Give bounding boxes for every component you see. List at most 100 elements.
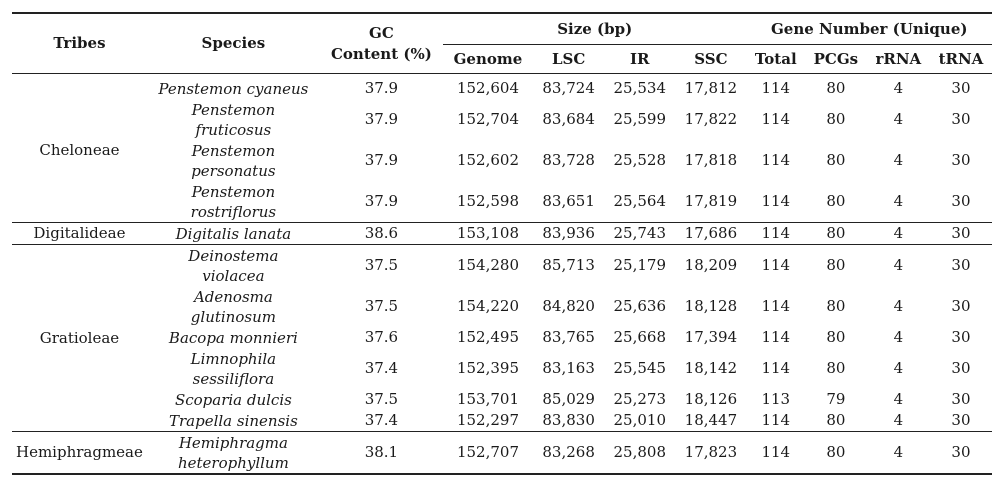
ssc-cell: 17,818 [684, 151, 738, 169]
gc-cell: 37.4 [364, 359, 399, 377]
species-cell: Hemiphragma heterophyllum [147, 432, 320, 475]
genome-cell: 152,604 [456, 79, 519, 97]
header-row-1: Tribes Species GC Content (%) Size (bp) … [12, 13, 992, 63]
trna-cell: 30 [951, 443, 971, 461]
trna-cell: 30 [951, 390, 971, 408]
pcgs-cell: 80 [826, 224, 846, 242]
total-cell: 114 [761, 328, 791, 346]
species-cell: Penstemon fruticosus [147, 99, 320, 140]
species-cell: Penstemon rostriflorus [147, 181, 320, 223]
genome-cell: 152,598 [456, 192, 519, 210]
total-cell: 114 [761, 359, 791, 377]
header-lsc: LSC [551, 49, 586, 68]
pcgs-cell: 80 [826, 411, 846, 429]
genome-cell: 152,704 [456, 110, 519, 128]
lsc-cell: 84,820 [542, 297, 595, 315]
rrna-cell: 4 [893, 297, 904, 315]
species-line-1: Penstemon [191, 141, 276, 160]
table-row: Limnophila sessiliflora 37.4 152,395 83,163 2… [12, 348, 992, 389]
pcgs-cell: 80 [826, 256, 846, 274]
lsc-cell: 83,765 [542, 328, 595, 346]
tribe-cell: Gratioleae [39, 328, 120, 347]
pcgs-cell: 79 [826, 390, 846, 408]
total-cell: 114 [761, 151, 791, 169]
species-line-2: sessiliflora [192, 369, 275, 388]
genome-cell: 154,220 [456, 297, 519, 315]
total-cell: 114 [761, 79, 791, 97]
header-gc-content: GC Content (%) [320, 13, 443, 74]
table-row: Cheloneae Penstemon cyaneus 37.9 152,604 83,… [12, 73, 992, 159]
species-line-2: glutinosum [190, 307, 276, 326]
pcgs-cell: 80 [826, 359, 846, 377]
tribe-cell: Cheloneae [39, 140, 120, 159]
header-size-group: Size (bp) [442, 13, 747, 45]
gc-cell: 37.5 [364, 297, 399, 315]
table-body: Cheloneae Penstemon cyaneus 37.9 152,604 83,… [12, 73, 992, 475]
header-gene-group: Gene Number (Unique) [746, 13, 992, 45]
species-line-2: violacea [202, 266, 265, 285]
chloroplast-genome-table: Tribes Species GC Content (%) Size (bp) … [12, 12, 992, 475]
trna-cell: 30 [951, 79, 971, 97]
species-line-2: heterophyllum [177, 453, 289, 472]
lsc-cell: 83,684 [542, 110, 595, 128]
ssc-cell: 18,126 [684, 390, 738, 408]
rrna-cell: 4 [893, 79, 904, 97]
total-cell: 114 [761, 443, 791, 461]
lsc-cell: 85,029 [542, 390, 595, 408]
ir-cell: 25,545 [613, 359, 667, 377]
ir-cell: 25,179 [613, 256, 667, 274]
rrna-cell: 4 [893, 328, 904, 346]
table-row: Penstemon fruticosus 37.9 152,704 83,684 25,5… [12, 99, 992, 140]
lsc-cell: 83,163 [542, 359, 595, 377]
header-total: Total [754, 49, 797, 68]
gc-cell: 38.6 [364, 224, 399, 242]
total-cell: 114 [761, 110, 791, 128]
ir-cell: 25,564 [613, 192, 667, 210]
header-rrna: rRNA [875, 49, 922, 68]
ssc-cell: 17,819 [684, 192, 738, 210]
rrna-cell: 4 [893, 110, 904, 128]
trna-cell: 30 [951, 151, 971, 169]
total-cell: 114 [761, 297, 791, 315]
ssc-cell: 17,394 [684, 328, 738, 346]
species-line-1: Limnophila [190, 349, 277, 368]
ssc-cell: 18,142 [684, 359, 738, 377]
gc-cell: 37.9 [364, 192, 399, 210]
rrna-cell: 4 [893, 390, 904, 408]
ssc-cell: 18,209 [684, 256, 738, 274]
trna-cell: 30 [951, 328, 971, 346]
lsc-cell: 83,268 [542, 443, 595, 461]
header-ssc: SSC [694, 49, 728, 68]
header-ir: IR [630, 49, 650, 68]
species-cell: Penstemon personatus [147, 140, 320, 181]
species-cell: Digitalis lanata [175, 224, 292, 243]
gc-cell: 37.9 [364, 79, 399, 97]
rrna-cell: 4 [893, 359, 904, 377]
species-line-1: Deinostema [188, 246, 279, 265]
genome-cell: 152,297 [456, 411, 519, 429]
header-tribes: Tribes [53, 34, 106, 52]
species-cell: Deinostema violacea [147, 245, 320, 287]
lsc-cell: 83,728 [542, 151, 595, 169]
total-cell: 114 [761, 256, 791, 274]
lsc-cell: 83,936 [542, 224, 595, 242]
rrna-cell: 4 [893, 443, 904, 461]
ir-cell: 25,636 [613, 297, 667, 315]
total-cell: 113 [761, 390, 791, 408]
header-row-2: Genome LSC IR SSC Total PCGs rRNA tRNA [12, 45, 992, 74]
species-line-1: Penstemon [191, 182, 276, 201]
header-gc-line2: Content (%) [330, 44, 432, 63]
trna-cell: 30 [951, 224, 971, 242]
pcgs-cell: 80 [826, 79, 846, 97]
trna-cell: 30 [951, 359, 971, 377]
rrna-cell: 4 [893, 192, 904, 210]
ir-cell: 25,010 [613, 411, 667, 429]
rrna-cell: 4 [893, 411, 904, 429]
rrna-cell: 4 [893, 224, 904, 242]
gc-cell: 38.1 [364, 443, 399, 461]
trna-cell: 30 [951, 110, 971, 128]
table-row: Penstemon rostriflorus 37.9 152,598 83,651 25… [12, 181, 992, 223]
pcgs-cell: 80 [826, 151, 846, 169]
lsc-cell: 85,713 [542, 256, 595, 274]
